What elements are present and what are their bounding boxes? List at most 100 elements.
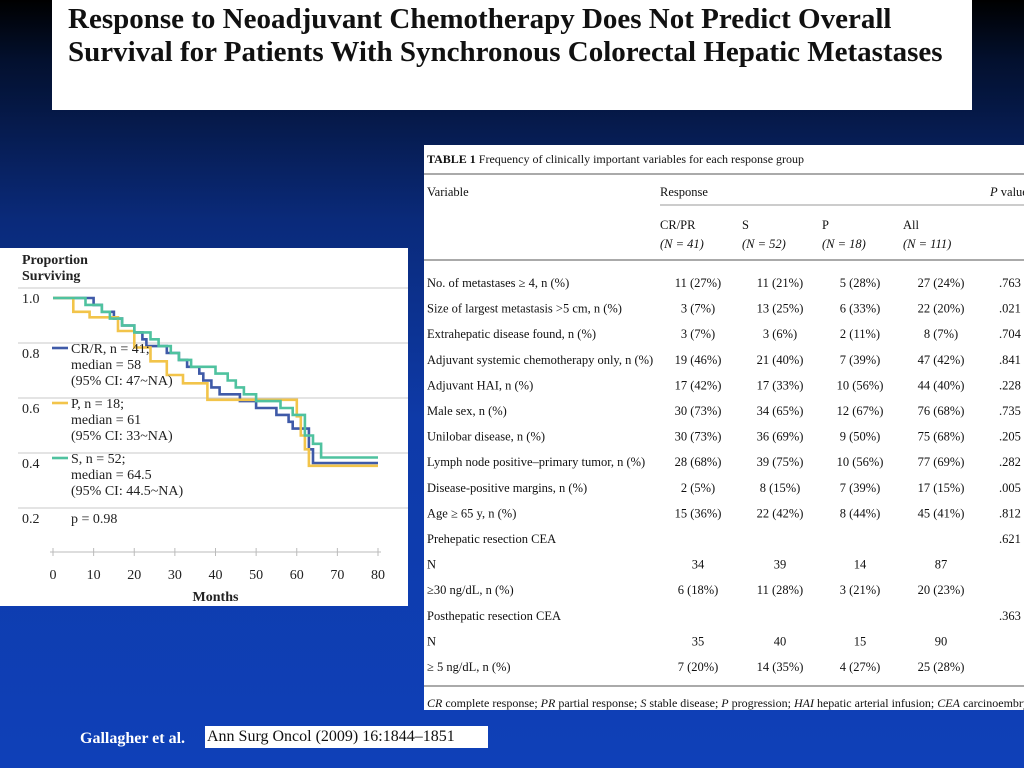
title-box: Response to Neoadjuvant Chemotherapy Doe…: [52, 0, 972, 110]
row-cell: 76 (68%): [918, 404, 965, 418]
x-tick-label: 50: [249, 568, 263, 583]
x-tick-label: 60: [290, 568, 304, 583]
legend-text-crpr: CR/R, n = 41;: [71, 342, 150, 357]
row-cell: 5 (28%): [840, 276, 881, 290]
row-cell: 45 (41%): [918, 506, 965, 520]
row-label: N: [427, 558, 436, 572]
row-cell: 47 (42%): [918, 353, 965, 367]
legend-text-p: P, n = 18;: [71, 397, 124, 412]
group-name: CR/PR: [660, 218, 696, 232]
legend-text-s: median = 64.5: [71, 468, 152, 483]
row-p-value: .363: [999, 609, 1021, 623]
group-n: (N = 52): [742, 237, 786, 251]
row-cell: 34 (65%): [757, 404, 804, 418]
row-p-value: .735: [999, 404, 1021, 418]
row-cell: 40: [774, 634, 787, 648]
row-cell: 8 (7%): [924, 327, 958, 341]
y-tick-label: 0.2: [22, 512, 40, 527]
row-cell: 11 (27%): [675, 276, 721, 290]
row-cell: 77 (69%): [918, 455, 965, 469]
row-cell: 10 (56%): [837, 378, 884, 392]
row-label: Extrahepatic disease found, n (%): [427, 327, 596, 341]
row-label: Size of largest metastasis >5 cm, n (%): [427, 302, 622, 316]
row-cell: 13 (25%): [757, 302, 804, 316]
table-caption: TABLE 1 Frequency of clinically importan…: [427, 152, 804, 166]
row-cell: 25 (28%): [918, 660, 965, 674]
x-tick-label: 30: [168, 568, 182, 583]
legend-text-crpr: median = 58: [71, 358, 141, 373]
x-tick-label: 0: [50, 568, 57, 583]
group-n: (N = 18): [822, 237, 866, 251]
row-cell: 7 (39%): [840, 353, 881, 367]
row-cell: 3 (21%): [840, 583, 881, 597]
row-cell: 75 (68%): [918, 430, 965, 444]
row-cell: 10 (56%): [837, 455, 884, 469]
row-cell: 8 (44%): [840, 506, 881, 520]
legend-text-s: (95% CI: 44.5~NA): [71, 484, 184, 499]
slide-title: Response to Neoadjuvant Chemotherapy Doe…: [68, 3, 943, 68]
row-p-value: .021: [999, 302, 1021, 316]
legend-text-crpr: (95% CI: 47~NA): [71, 374, 173, 389]
row-cell: 90: [935, 634, 948, 648]
row-p-value: .228: [999, 378, 1021, 392]
x-tick-label: 20: [127, 568, 141, 583]
row-cell: 3 (6%): [763, 327, 797, 341]
row-cell: 15: [854, 634, 867, 648]
row-cell: 17 (42%): [675, 378, 722, 392]
x-tick-label: 10: [87, 568, 101, 583]
row-cell: 3 (7%): [681, 327, 715, 341]
row-cell: 6 (18%): [678, 583, 719, 597]
legend-text-p: (95% CI: 33~NA): [71, 429, 173, 444]
row-cell: 44 (40%): [918, 378, 965, 392]
group-name: S: [742, 218, 749, 232]
citation-journal: Ann Surg Oncol (2009) 16:1844–1851: [205, 726, 488, 748]
row-cell: 35: [692, 634, 705, 648]
row-cell: 17 (15%): [918, 481, 965, 495]
row-label: Adjuvant HAI, n (%): [427, 378, 533, 392]
row-cell: 20 (23%): [918, 583, 965, 597]
group-name: P: [822, 218, 829, 232]
group-name: All: [903, 218, 920, 232]
row-cell: 12 (67%): [837, 404, 884, 418]
row-cell: 39 (75%): [757, 455, 804, 469]
row-label: ≥ 5 ng/dL, n (%): [427, 660, 511, 674]
row-p-value: .205: [999, 430, 1021, 444]
row-p-value: .763: [999, 276, 1021, 290]
y-tick-label: 0.6: [22, 402, 40, 417]
row-p-value: .841: [999, 353, 1021, 367]
row-label: Age ≥ 65 y, n (%): [427, 506, 516, 520]
survival-curve-s: [53, 296, 378, 459]
row-cell: 21 (40%): [757, 353, 804, 367]
row-cell: 17 (33%): [757, 378, 804, 392]
header-p-value: P value: [989, 185, 1024, 199]
row-cell: 2 (11%): [840, 327, 880, 341]
y-axis-label-line-1: Proportion: [22, 253, 88, 268]
row-cell: 22 (42%): [757, 506, 804, 520]
row-cell: 11 (28%): [757, 583, 803, 597]
p-value-annotation: p = 0.98: [71, 512, 117, 527]
row-cell: 8 (15%): [760, 481, 801, 495]
row-cell: 30 (73%): [675, 404, 722, 418]
row-cell: 22 (20%): [918, 302, 965, 316]
row-cell: 39: [774, 558, 787, 572]
row-cell: 15 (36%): [675, 506, 722, 520]
row-cell: 6 (33%): [840, 302, 881, 316]
row-label: Unilobar disease, n (%): [427, 430, 545, 444]
row-cell: 7 (39%): [840, 481, 881, 495]
row-cell: 11 (21%): [757, 276, 803, 290]
row-label: Prehepatic resection CEA: [427, 532, 556, 546]
x-axis-label: Months: [193, 590, 239, 605]
row-cell: 4 (27%): [840, 660, 881, 674]
row-p-value: .005: [999, 481, 1021, 495]
row-cell: 14 (35%): [757, 660, 804, 674]
row-p-value: .704: [999, 327, 1022, 341]
row-cell: 34: [692, 558, 705, 572]
row-label: N: [427, 634, 436, 648]
table-footnote: CR complete response; PR partial respons…: [427, 696, 1024, 710]
row-cell: 3 (7%): [681, 302, 715, 316]
row-label: Disease-positive margins, n (%): [427, 481, 587, 495]
row-cell: 9 (50%): [840, 430, 881, 444]
x-tick-label: 70: [330, 568, 344, 583]
row-cell: 19 (46%): [675, 353, 722, 367]
y-tick-label: 0.8: [22, 347, 40, 362]
